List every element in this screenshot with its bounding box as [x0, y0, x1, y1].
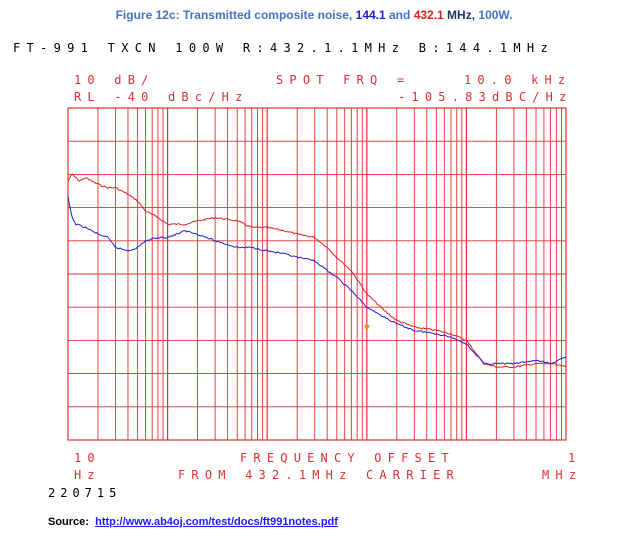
- x-start-unit: Hz: [74, 468, 101, 482]
- spot-frequency-marker: [364, 324, 370, 330]
- x-end-unit: MHz: [542, 468, 583, 482]
- carrier-label: FROM 432.1MHz CARRIER: [178, 468, 460, 482]
- source-line: Source: http://www.ab4oj.com/test/docs/f…: [48, 516, 338, 528]
- title-freq-432: 432.1: [413, 8, 444, 22]
- x-end-label: 1: [568, 451, 582, 465]
- chart-traces: [67, 173, 567, 369]
- chart-grid: [67, 107, 567, 441]
- trace-432-mhz: [67, 173, 567, 369]
- title-and: and: [385, 8, 414, 22]
- source-label: Source:: [48, 516, 89, 528]
- trace-144-mhz: [67, 196, 567, 365]
- date-label: 220715: [48, 486, 122, 500]
- title-prefix: Figure 12c: Transmitted composite noise,: [115, 8, 356, 22]
- figure-title: Figure 12c: Transmitted composite noise,…: [0, 8, 628, 22]
- title-freq-144: 144.1: [355, 8, 386, 22]
- title-mhz: MHz,: [443, 8, 479, 22]
- spot-value-label: -105.83dBC/Hz: [398, 90, 573, 104]
- x-axis-label: FREQUENCY OFFSET: [240, 451, 455, 465]
- ref-level-label: RL -40 dBc/Hz: [74, 90, 249, 104]
- instrument-header: FT-991 TXCN 100W R:432.1.1MHz B:144.1MHz: [13, 41, 554, 55]
- title-power: 100W.: [478, 8, 513, 22]
- source-link[interactable]: http://www.ab4oj.com/test/docs/ft991note…: [95, 516, 338, 528]
- spot-freq-label: SPOT FRQ = 10.0 kHz: [276, 73, 572, 87]
- scale-label: 10 dB/: [74, 73, 155, 87]
- x-start-label: 10: [74, 451, 101, 465]
